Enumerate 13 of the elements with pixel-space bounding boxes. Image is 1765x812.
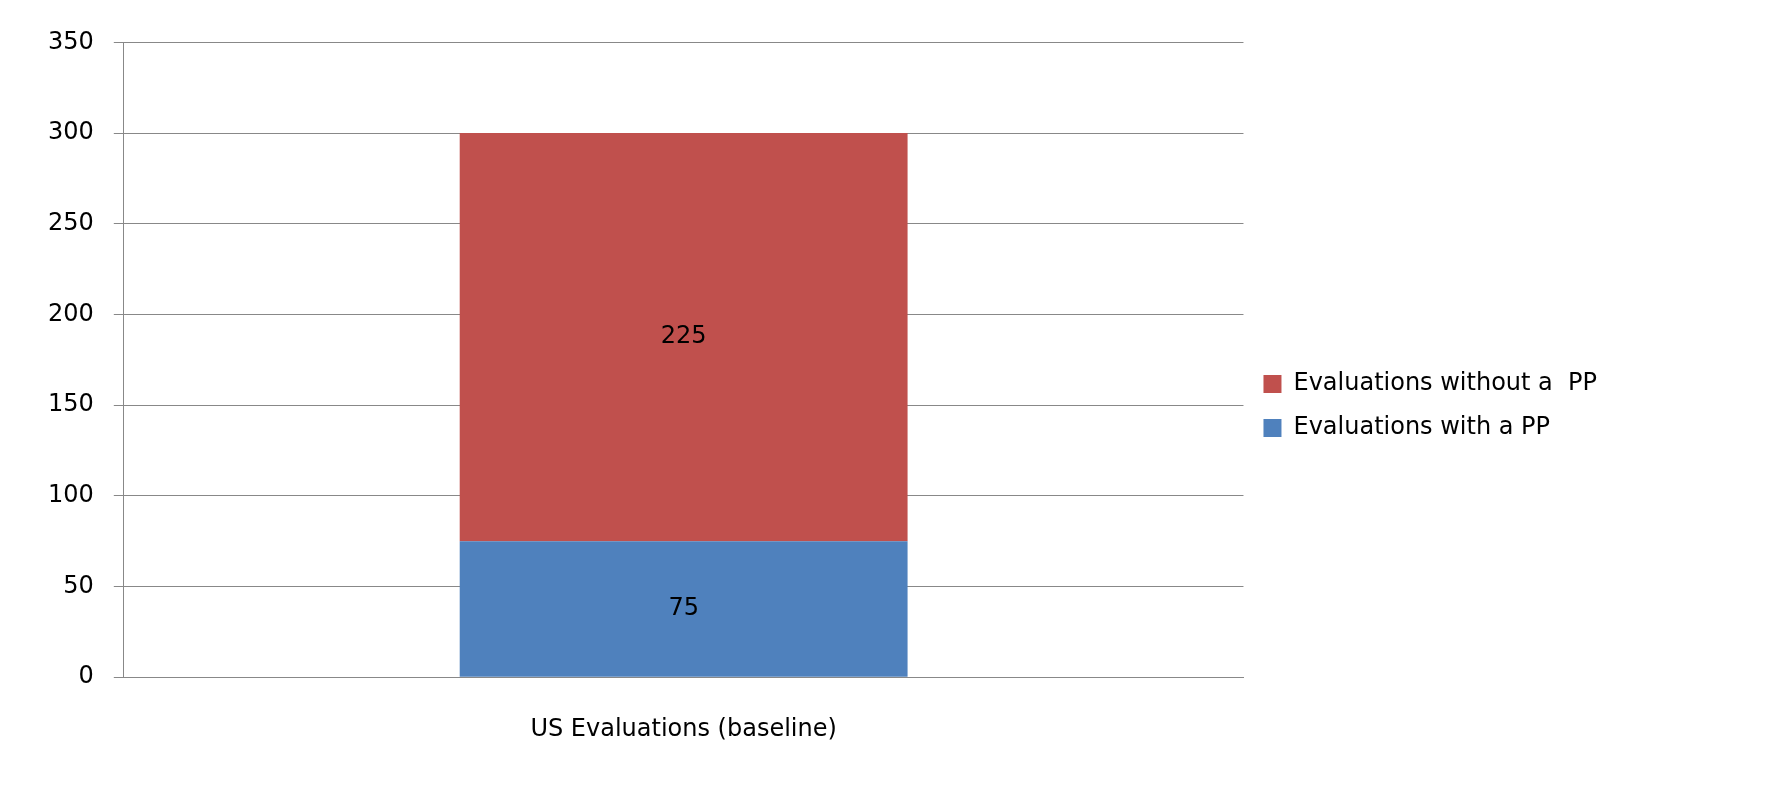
y-tick-label: 250 bbox=[48, 208, 94, 237]
y-tick-label: 300 bbox=[48, 117, 94, 146]
x-tick-label: US Evaluations (baseline) bbox=[530, 713, 837, 742]
legend-label: Evaluations with a PP bbox=[1293, 412, 1551, 441]
y-tick-label: 150 bbox=[48, 389, 94, 418]
y-tick-label: 50 bbox=[63, 570, 94, 599]
data-label: 75 bbox=[668, 593, 699, 622]
y-tick-label: 0 bbox=[78, 661, 94, 690]
y-tick-label: 100 bbox=[48, 480, 94, 509]
data-label: 225 bbox=[660, 321, 707, 350]
y-tick-label: 350 bbox=[48, 26, 94, 55]
y-tick-label: 200 bbox=[48, 298, 94, 327]
legend-label: Evaluations without a PP bbox=[1293, 368, 1597, 397]
